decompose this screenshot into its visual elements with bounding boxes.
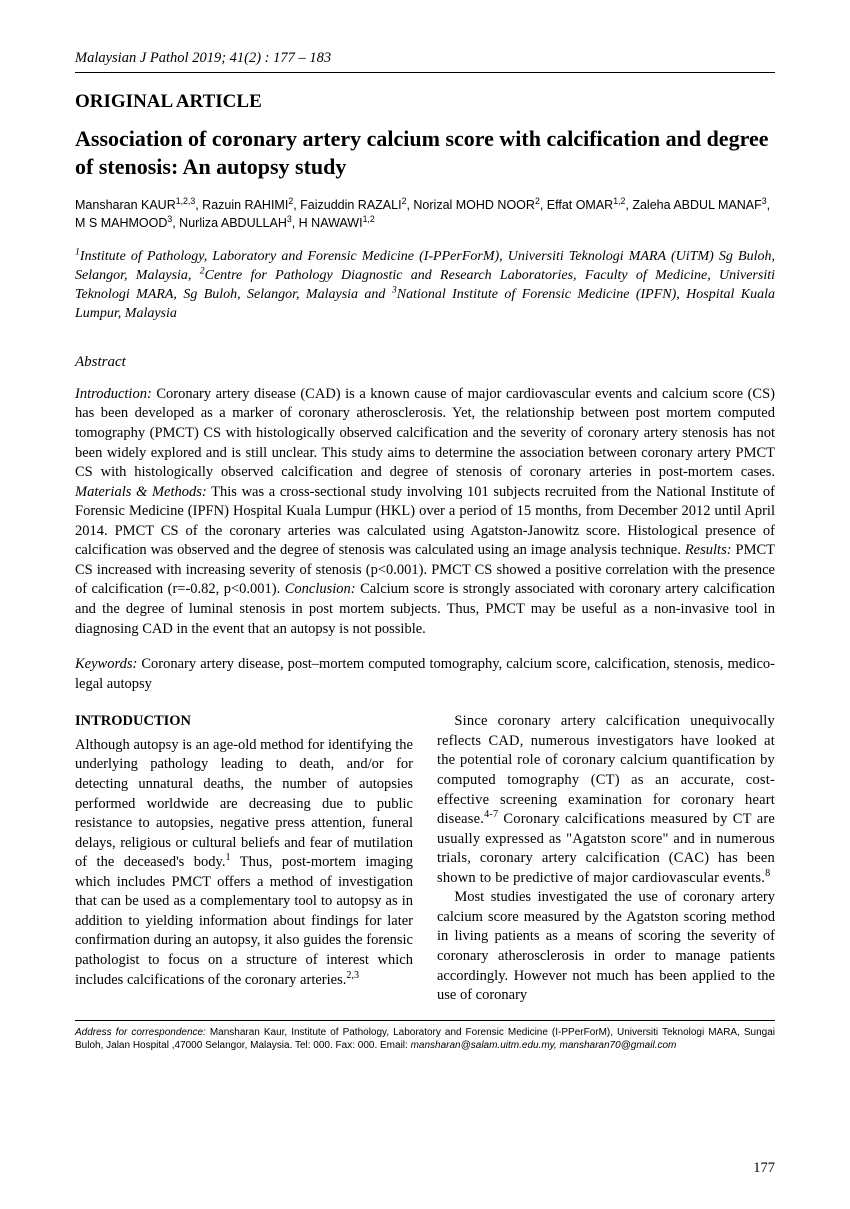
- keywords: Keywords: Coronary artery disease, post–…: [75, 655, 775, 694]
- body-columns: INTRODUCTION Although autopsy is an age-…: [75, 712, 775, 1005]
- article-title: Association of coronary artery calcium s…: [75, 125, 775, 180]
- intro-paragraph-3: Most studies investigated the use of cor…: [437, 888, 775, 1005]
- keywords-text: Coronary artery disease, post–mortem com…: [75, 656, 775, 692]
- affiliations: 1Institute of Pathology, Laboratory and …: [75, 248, 775, 324]
- journal-citation: Malaysian J Pathol 2019; 41(2) : 177 – 1…: [75, 50, 775, 73]
- column-left: INTRODUCTION Although autopsy is an age-…: [75, 712, 413, 1005]
- correspondence-address: Address for correspondence: Mansharan Ka…: [75, 1026, 775, 1053]
- author-list: Mansharan KAUR1,2,3, Razuin RAHIMI2, Fai…: [75, 196, 775, 232]
- intro-paragraph-2: Since coronary artery calcification uneq…: [437, 712, 775, 888]
- keywords-label: Keywords:: [75, 656, 137, 672]
- introduction-heading: INTRODUCTION: [75, 712, 413, 732]
- footer-rule: Address for correspondence: Mansharan Ka…: [75, 1020, 775, 1053]
- abstract-heading: Abstract: [75, 354, 775, 371]
- column-right: Since coronary artery calcification uneq…: [437, 712, 775, 1005]
- page-number: 177: [753, 1160, 775, 1177]
- abstract-body: Introduction: Coronary artery disease (C…: [75, 385, 775, 639]
- intro-paragraph-1: Although autopsy is an age-old method fo…: [75, 736, 413, 990]
- article-type-label: ORIGINAL ARTICLE: [75, 91, 775, 113]
